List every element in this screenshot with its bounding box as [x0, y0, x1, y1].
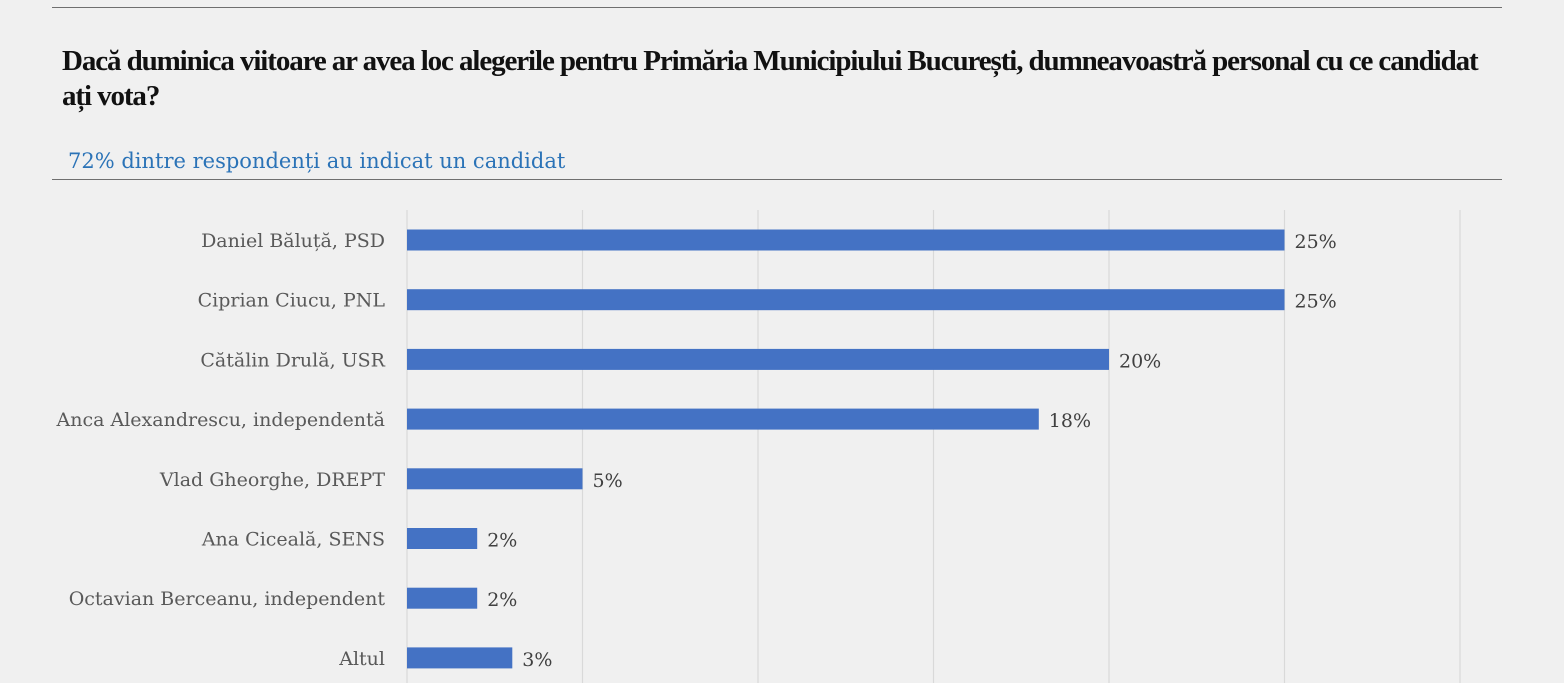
- category-label: Anca Alexandrescu, independentă: [56, 409, 385, 431]
- category-labels: Daniel Băluță, PSD Ciprian Ciucu, PNL Cătă…: [56, 230, 386, 670]
- category-label: Ana Ciceală, SENS: [201, 529, 385, 551]
- bar: [407, 348, 1109, 370]
- bar: [407, 468, 583, 490]
- data-label: 3%: [522, 649, 552, 671]
- chart-title: Dacă duminica viitoare ar avea loc alege…: [62, 45, 1479, 112]
- bar: [407, 408, 1039, 430]
- category-label: Cătălin Drulă, USR: [200, 349, 385, 371]
- subtitle-rule: [52, 179, 1502, 180]
- category-label: Ciprian Ciucu, PNL: [198, 290, 386, 312]
- bar: [407, 528, 478, 549]
- bars: [407, 229, 1285, 669]
- bar: [407, 229, 1285, 251]
- chart-subtitle: 72% dintre respondenți au indicat un can…: [68, 149, 566, 173]
- data-label: 20%: [1119, 350, 1161, 372]
- category-label: Octavian Berceanu, independent: [69, 588, 386, 610]
- data-labels: 25% 25% 20% 18% 5% 2% 2% 3%: [487, 231, 1337, 671]
- bar: [407, 587, 478, 609]
- data-label: 25%: [1295, 291, 1337, 313]
- top-rule: [52, 7, 1502, 8]
- data-label: 25%: [1295, 231, 1337, 253]
- bar: [407, 647, 513, 669]
- bar: [407, 289, 1285, 311]
- data-label: 18%: [1049, 410, 1091, 432]
- category-label: Daniel Băluță, PSD: [201, 230, 385, 252]
- data-label: 2%: [487, 530, 517, 552]
- category-label: Vlad Gheorghe, DREPT: [159, 469, 385, 491]
- category-label: Altul: [338, 648, 385, 670]
- gridlines: [406, 210, 1461, 683]
- data-label: 2%: [487, 589, 517, 611]
- data-label: 5%: [593, 470, 623, 492]
